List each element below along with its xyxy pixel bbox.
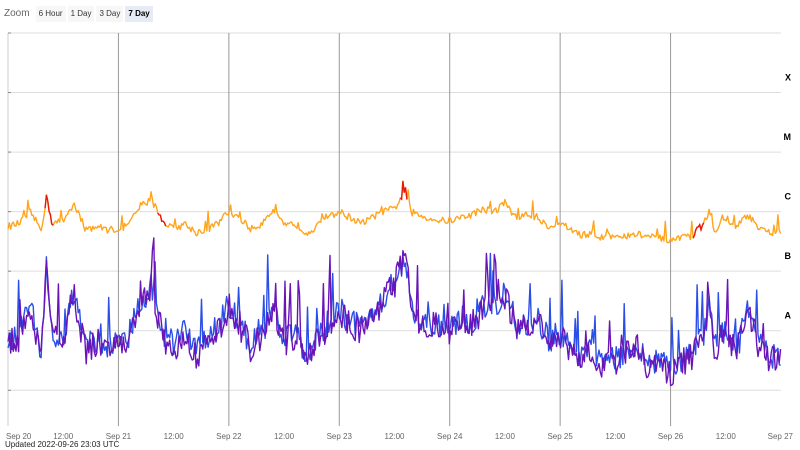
x-tick-label: 12:00: [53, 432, 74, 441]
zoom-label: Zoom: [4, 8, 30, 19]
zoom-6-hour-button[interactable]: 6 Hour: [35, 5, 66, 22]
zoom-1-day-button[interactable]: 1 Day: [67, 5, 95, 22]
short-channel-line: [7, 237, 782, 387]
x-tick-label: 12:00: [384, 432, 405, 441]
updated-timestamp: Updated 2022-09-26 23:03 UTC: [5, 440, 120, 449]
x-tick-label: Sep 22: [216, 432, 242, 441]
x-tick-label: 12:00: [716, 432, 737, 441]
long-channel-line-flare-segment: [692, 222, 705, 239]
x-tick-label: 12:00: [274, 432, 295, 441]
x-tick-label: 12:00: [495, 432, 516, 441]
x-tick-label: Sep 26: [658, 432, 684, 441]
flare-class-label: C: [785, 192, 792, 202]
x-tick-label: Sep 25: [547, 432, 573, 441]
flare-class-label: M: [784, 132, 792, 142]
flare-class-label: B: [785, 251, 792, 261]
zoom-3-day-button[interactable]: 3 Day: [96, 5, 124, 22]
zoom-7-day-button[interactable]: 7 Day: [125, 5, 153, 22]
long-channel-line-flare-segment: [157, 212, 167, 227]
x-tick-label: 12:00: [605, 432, 626, 441]
x-tick-label: Sep 24: [437, 432, 463, 441]
long-channel-line-flare-segment: [399, 181, 408, 201]
x-tick-label: 12:00: [164, 432, 185, 441]
x-tick-label: Sep 20: [6, 432, 32, 441]
x-tick-label: Sep 27: [768, 432, 794, 441]
flare-class-label: X: [785, 73, 791, 83]
long-channel-line-flare-segment: [44, 194, 54, 226]
x-tick-label: Sep 21: [106, 432, 132, 441]
x-tick-label: Sep 23: [327, 432, 353, 441]
flare-class-label: A: [785, 311, 792, 321]
zoom-bar: Zoom 6 Hour 1 Day 3 Day 7 Day: [4, 5, 153, 22]
long-channel-line: [7, 180, 782, 244]
